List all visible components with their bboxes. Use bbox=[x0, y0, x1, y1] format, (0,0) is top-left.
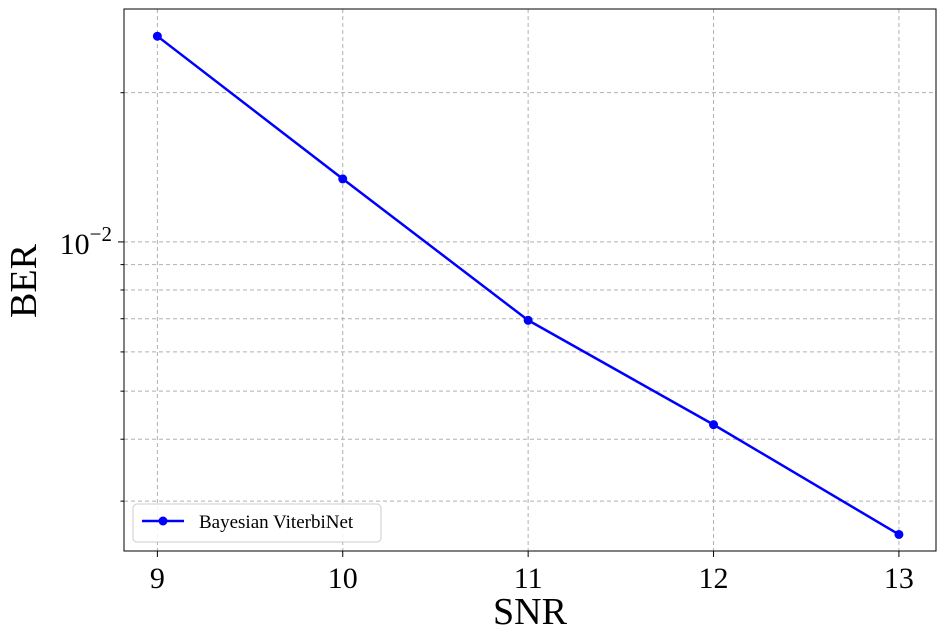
x-tick-label: 11 bbox=[514, 562, 543, 595]
axis-ticks: 9 10 11 12 13 bbox=[118, 92, 914, 595]
y-tick-exponent: −2 bbox=[90, 222, 112, 246]
grid-lines bbox=[124, 9, 936, 551]
legend-marker-sample bbox=[158, 516, 168, 526]
data-point bbox=[338, 174, 348, 184]
x-axis-label: SNR bbox=[493, 591, 568, 633]
x-tick-label: 13 bbox=[884, 562, 914, 595]
plot-frame bbox=[123, 8, 937, 552]
y-tick-base: 10 bbox=[60, 228, 90, 261]
series-bayesian-viterbinet bbox=[152, 31, 904, 539]
legend-box bbox=[132, 503, 382, 543]
data-point bbox=[894, 529, 904, 539]
legend-label: Bayesian ViterbiNet bbox=[199, 512, 354, 533]
x-tick-label: 10 bbox=[328, 562, 358, 595]
data-point bbox=[709, 420, 719, 430]
svg-text:10−2: 10−2 bbox=[60, 222, 112, 261]
legend: Bayesian ViterbiNet bbox=[132, 503, 382, 543]
data-point bbox=[523, 315, 533, 325]
data-point bbox=[152, 31, 162, 41]
x-tick-label: 12 bbox=[699, 562, 729, 595]
y-tick-label-major: 10−2 bbox=[60, 222, 112, 261]
y-axis-label: BER bbox=[3, 243, 45, 318]
x-tick-label: 9 bbox=[150, 562, 165, 595]
